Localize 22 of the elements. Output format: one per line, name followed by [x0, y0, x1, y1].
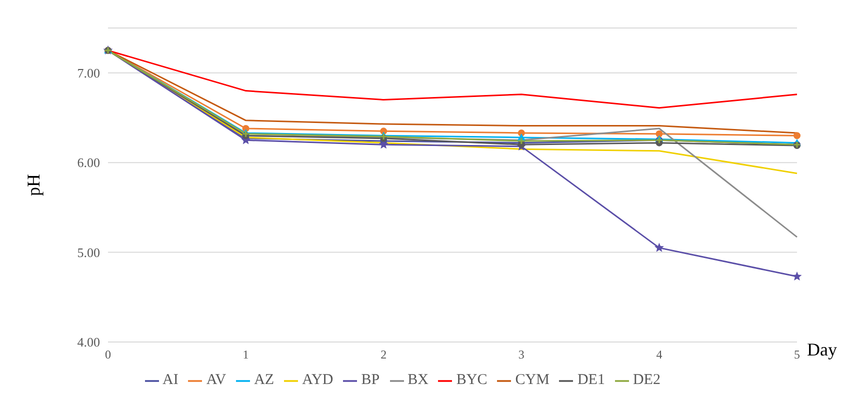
legend-label: DE1 [577, 372, 605, 388]
x-tick-label: 2 [380, 348, 387, 362]
legend-label: DE2 [632, 372, 660, 388]
x-tick-label: 4 [656, 348, 662, 362]
legend-label: CYM [515, 372, 550, 388]
legend-label: AI [162, 372, 178, 388]
legend-label: AYD [302, 372, 334, 388]
y-tick-label: 7.00 [77, 65, 100, 80]
y-tick-label: 4.00 [77, 334, 100, 350]
x-tick-label: 1 [242, 348, 249, 362]
x-tick-label: 0 [105, 348, 111, 362]
x-tick-label: 3 [518, 348, 524, 362]
legend-label: AV [206, 372, 226, 388]
legend-label: BYC [456, 372, 488, 388]
x-tick-label: 5 [794, 348, 800, 362]
legend-label: AZ [254, 372, 274, 388]
y-axis-title: pH [23, 174, 44, 196]
legend-label: BX [408, 372, 428, 388]
x-axis-title: Day [807, 339, 837, 360]
y-tick-label: 5.00 [77, 244, 100, 260]
y-tick-label: 6.00 [77, 155, 100, 170]
legend-label: BP [361, 372, 380, 388]
